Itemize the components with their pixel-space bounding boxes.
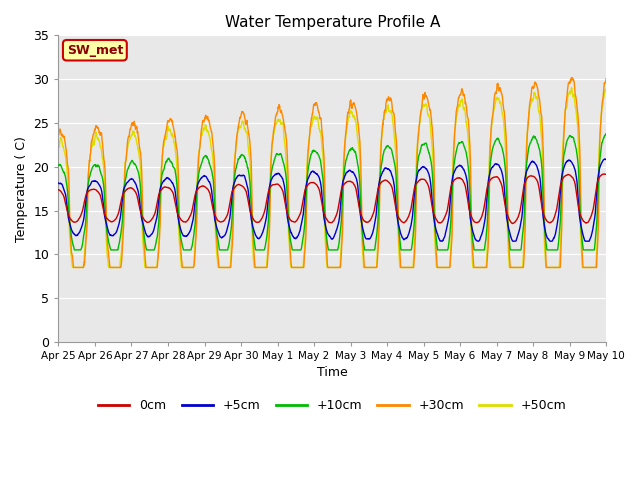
Title: Water Temperature Profile A: Water Temperature Profile A <box>225 15 440 30</box>
+5cm <box>348 169 356 175</box>
+10cm <box>602 131 610 136</box>
+30cm <box>570 77 577 83</box>
+5cm <box>360 230 368 236</box>
Line: +10cm: +10cm <box>58 133 606 250</box>
+5cm <box>437 238 445 244</box>
+10cm <box>570 134 577 140</box>
+30cm <box>568 75 575 81</box>
+50cm <box>570 93 577 99</box>
Text: SW_met: SW_met <box>67 44 123 57</box>
0cm <box>554 199 562 204</box>
+5cm <box>492 161 499 167</box>
0cm <box>602 171 610 177</box>
Line: +50cm: +50cm <box>58 88 606 267</box>
+10cm <box>70 247 78 253</box>
+10cm <box>207 168 215 173</box>
+30cm <box>554 264 562 270</box>
+10cm <box>554 245 562 251</box>
+5cm <box>570 162 577 168</box>
+30cm <box>70 264 77 270</box>
+10cm <box>348 144 356 150</box>
+30cm <box>360 260 368 266</box>
+50cm <box>492 100 499 106</box>
0cm <box>492 174 499 180</box>
Line: +5cm: +5cm <box>58 159 606 241</box>
Line: +30cm: +30cm <box>58 78 606 267</box>
0cm <box>54 187 62 192</box>
+5cm <box>602 156 609 162</box>
+30cm <box>492 90 499 96</box>
+50cm <box>69 264 77 270</box>
Y-axis label: Temperature ( C): Temperature ( C) <box>15 136 28 241</box>
+30cm <box>348 104 356 110</box>
+30cm <box>54 132 62 138</box>
Legend: 0cm, +5cm, +10cm, +30cm, +50cm: 0cm, +5cm, +10cm, +30cm, +50cm <box>93 394 572 417</box>
+30cm <box>207 129 215 135</box>
+30cm <box>602 76 610 82</box>
+50cm <box>602 87 610 93</box>
+5cm <box>602 157 610 163</box>
+5cm <box>207 185 215 191</box>
+50cm <box>554 264 562 270</box>
X-axis label: Time: Time <box>317 367 348 380</box>
+50cm <box>54 145 62 151</box>
Line: 0cm: 0cm <box>58 174 606 224</box>
+10cm <box>492 138 499 144</box>
+50cm <box>360 264 368 270</box>
0cm <box>207 197 215 203</box>
+5cm <box>54 180 62 186</box>
0cm <box>570 176 577 181</box>
+5cm <box>554 216 562 222</box>
+10cm <box>360 243 368 249</box>
+50cm <box>348 109 356 115</box>
0cm <box>348 179 356 185</box>
+50cm <box>207 147 215 153</box>
+10cm <box>54 163 62 168</box>
0cm <box>360 218 368 224</box>
0cm <box>508 221 516 227</box>
+50cm <box>568 85 575 91</box>
0cm <box>600 171 608 177</box>
